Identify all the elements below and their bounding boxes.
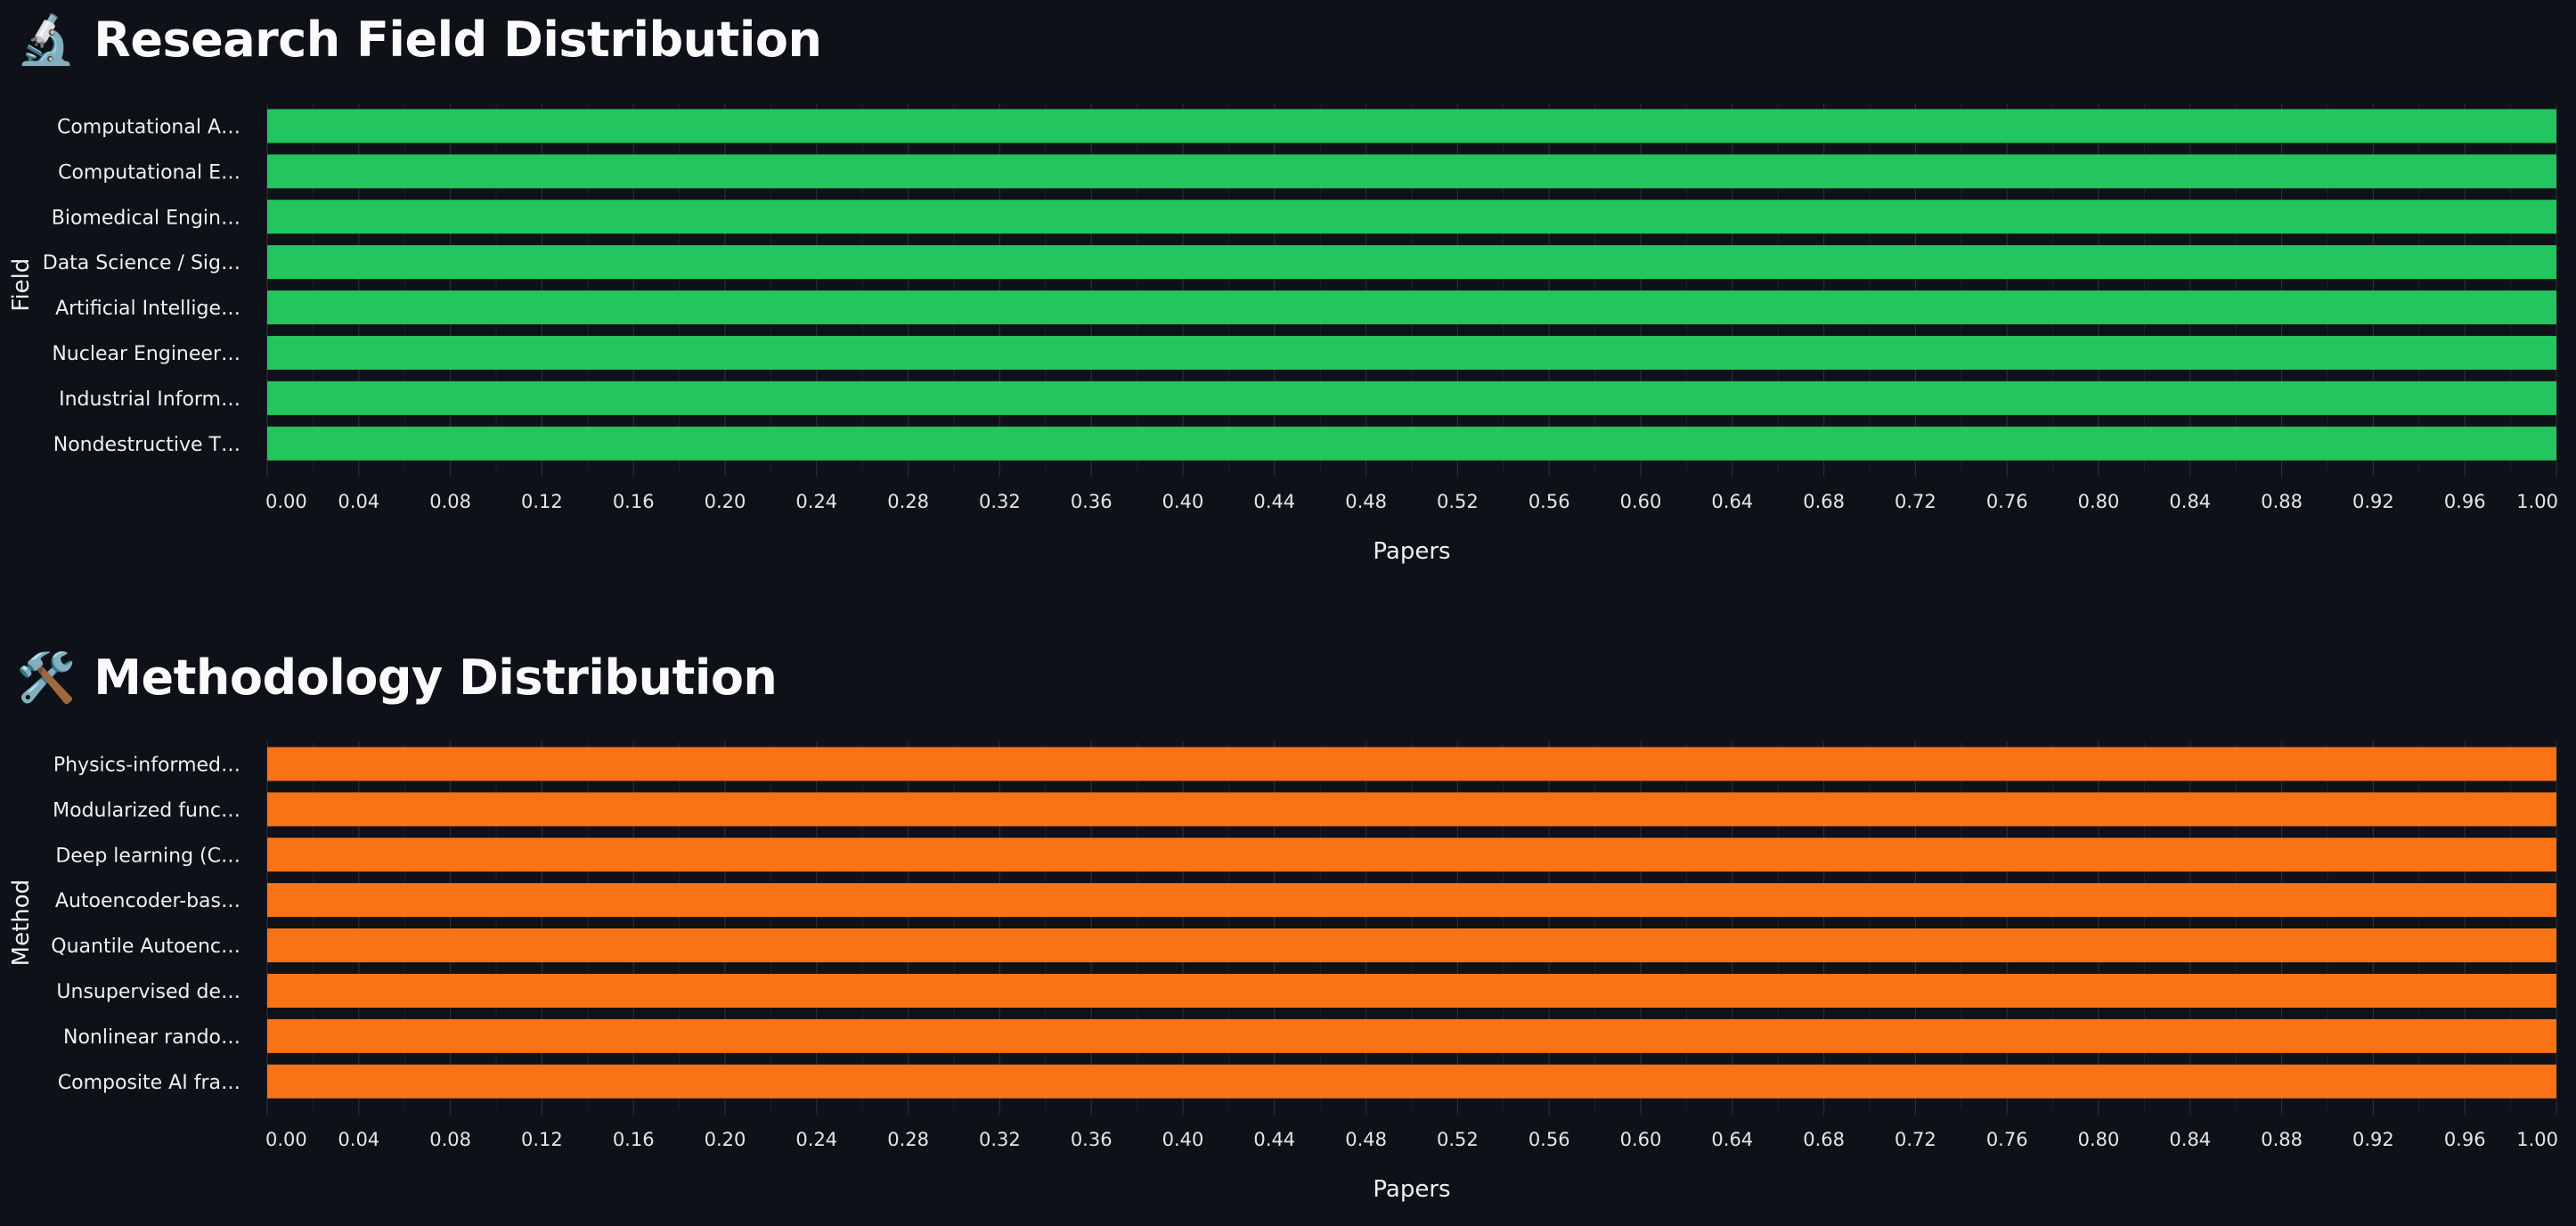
x-tick-label: 0.16 xyxy=(613,491,655,512)
y-tick-label: Deep learning (C… xyxy=(55,845,240,867)
y-axis-title: Method xyxy=(8,879,35,967)
methodology-header: 🛠️ Methodology Distribution xyxy=(16,647,778,709)
x-tick-label: 0.36 xyxy=(1071,1129,1113,1150)
research-field-title: Research Field Distribution xyxy=(94,12,822,68)
x-tick-label: 0.32 xyxy=(979,491,1021,512)
bar[interactable] xyxy=(267,245,2556,280)
y-tick-label: Nonlinear rando… xyxy=(63,1026,240,1049)
x-tick-label: 0.44 xyxy=(1253,491,1295,512)
x-tick-label: 0.72 xyxy=(1895,1129,1936,1150)
y-tick-label: Autoencoder-bas… xyxy=(55,890,240,912)
y-tick-label: Modularized func… xyxy=(53,799,240,821)
x-tick-label: 0.92 xyxy=(2352,1129,2394,1150)
x-tick-label: 0.92 xyxy=(2352,491,2394,512)
x-tick-label: 0.32 xyxy=(979,1129,1021,1150)
y-tick-label: Unsupervised de… xyxy=(56,981,240,1003)
y-tick-label: Computational A… xyxy=(57,116,240,138)
x-tick-label: 0.88 xyxy=(2261,491,2303,512)
bar[interactable] xyxy=(267,973,2556,1008)
x-tick-label: 0.80 xyxy=(2078,1129,2120,1150)
x-tick-label: 0.12 xyxy=(521,1129,563,1150)
x-tick-label: 0.40 xyxy=(1162,1129,1204,1150)
x-tick-label: 0.28 xyxy=(887,491,929,512)
x-tick-label: 0.04 xyxy=(338,491,379,512)
x-tick-label: 0.84 xyxy=(2169,491,2211,512)
x-tick-label: 0.96 xyxy=(2444,1129,2486,1150)
x-tick-label: 0.08 xyxy=(429,491,471,512)
x-tick-label: 0.08 xyxy=(429,1129,471,1150)
x-tick-label: 0.60 xyxy=(1620,491,1662,512)
bar[interactable] xyxy=(267,1064,2556,1099)
research-field-header: 🔬 Research Field Distribution xyxy=(16,9,822,71)
y-tick-label: Biomedical Engin… xyxy=(52,207,240,229)
x-tick-label: 0.68 xyxy=(1803,1129,1845,1150)
methodology-chart: Physics-informed… Modularized func… Deep l… xyxy=(8,741,2558,1203)
bar[interactable] xyxy=(267,109,2556,143)
x-tick-label: 0.88 xyxy=(2261,1129,2303,1150)
x-tick-label: 1.00 xyxy=(2516,491,2558,512)
x-tick-label: 0.28 xyxy=(887,1129,929,1150)
bar[interactable] xyxy=(267,792,2556,827)
x-tick-label: 0.20 xyxy=(705,491,746,512)
y-tick-label: Nuclear Engineer… xyxy=(52,343,240,365)
x-tick-label: 0.48 xyxy=(1345,491,1387,512)
x-tick-label: 0.24 xyxy=(795,491,837,512)
x-axis-title: Papers xyxy=(1373,1176,1450,1203)
x-tick-label: 0.16 xyxy=(613,1129,655,1150)
y-tick-label: Artificial Intellige… xyxy=(55,298,240,320)
research-field-chart: Computational A… Computational E… Biomedic… xyxy=(8,103,2558,565)
tools-icon: 🛠️ xyxy=(16,650,77,706)
y-tick-label: Quantile Autoenc… xyxy=(51,936,240,958)
x-tick-label: 1.00 xyxy=(2516,1129,2558,1150)
y-tick-label: Physics-informed… xyxy=(53,754,240,776)
x-tick-label: 0.04 xyxy=(338,1129,379,1150)
x-tick-label: 0.48 xyxy=(1345,1129,1387,1150)
y-tick-label: Computational E… xyxy=(58,161,240,184)
bar[interactable] xyxy=(267,883,2556,918)
x-tick-label: 0.40 xyxy=(1162,491,1204,512)
x-tick-label: 0.72 xyxy=(1895,491,1936,512)
x-tick-label: 0.68 xyxy=(1803,491,1845,512)
x-tick-label: 0.44 xyxy=(1253,1129,1295,1150)
bar[interactable] xyxy=(267,426,2556,461)
x-tick-label: 0.64 xyxy=(1711,1129,1753,1150)
bar[interactable] xyxy=(267,290,2556,325)
bar[interactable] xyxy=(267,838,2556,872)
x-tick-label: 0.64 xyxy=(1711,491,1753,512)
methodology-section: 🛠️ Methodology Distribution Physics-info… xyxy=(0,638,2576,1212)
bar[interactable] xyxy=(267,1018,2556,1053)
microscope-icon: 🔬 xyxy=(16,12,77,68)
x-axis-title: Papers xyxy=(1373,538,1450,565)
x-tick-label: 0.56 xyxy=(1528,1129,1570,1150)
bar[interactable] xyxy=(267,335,2556,370)
x-tick-label: 0.12 xyxy=(521,491,563,512)
bar[interactable] xyxy=(267,380,2556,415)
x-tick-label: 0.96 xyxy=(2444,491,2486,512)
x-tick-label: 0.56 xyxy=(1528,491,1570,512)
y-tick-label: Nondestructive T… xyxy=(53,434,240,456)
x-tick-label: 0.00 xyxy=(265,491,307,512)
x-tick-label: 0.60 xyxy=(1620,1129,1662,1150)
y-tick-label: Data Science / Sig… xyxy=(43,252,240,274)
bar[interactable] xyxy=(267,200,2556,234)
x-tick-label: 0.24 xyxy=(795,1129,837,1150)
x-tick-label: 0.52 xyxy=(1437,491,1479,512)
x-tick-label: 0.80 xyxy=(2078,491,2120,512)
research-field-section: 🔬 Research Field Distribution Computatio… xyxy=(0,0,2576,606)
y-tick-label: Composite AI fra… xyxy=(58,1072,240,1094)
x-tick-label: 0.36 xyxy=(1071,491,1113,512)
y-tick-label: Industrial Inform… xyxy=(59,388,240,411)
methodology-title: Methodology Distribution xyxy=(94,650,778,706)
x-tick-label: 0.76 xyxy=(1986,1129,2028,1150)
x-tick-label: 0.20 xyxy=(705,1129,746,1150)
x-tick-label: 0.00 xyxy=(265,1129,307,1150)
bar[interactable] xyxy=(267,928,2556,963)
bar[interactable] xyxy=(267,154,2556,189)
x-tick-label: 0.76 xyxy=(1986,491,2028,512)
x-tick-label: 0.52 xyxy=(1437,1129,1479,1150)
bar[interactable] xyxy=(267,747,2556,781)
x-tick-label: 0.84 xyxy=(2169,1129,2211,1150)
y-axis-title: Field xyxy=(8,258,35,312)
